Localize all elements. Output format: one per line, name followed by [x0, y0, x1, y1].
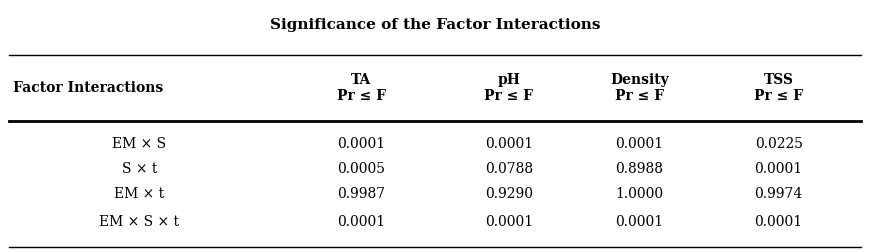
- Text: 0.0005: 0.0005: [336, 162, 385, 176]
- Text: 0.0001: 0.0001: [336, 137, 385, 151]
- Text: 0.9974: 0.9974: [753, 187, 802, 201]
- Text: 0.9290: 0.9290: [484, 187, 533, 201]
- Text: TSS
Pr ≤ F: TSS Pr ≤ F: [753, 73, 802, 103]
- Text: 0.9987: 0.9987: [336, 187, 385, 201]
- Text: 0.0001: 0.0001: [336, 215, 385, 229]
- Text: 0.0001: 0.0001: [753, 162, 802, 176]
- Text: 0.0001: 0.0001: [484, 137, 533, 151]
- Text: EM × S × t: EM × S × t: [99, 215, 179, 229]
- Text: Density
Pr ≤ F: Density Pr ≤ F: [609, 73, 668, 103]
- Text: 1.0000: 1.0000: [614, 187, 663, 201]
- Text: EM × S: EM × S: [112, 137, 166, 151]
- Text: 0.0001: 0.0001: [614, 215, 663, 229]
- Text: 0.8988: 0.8988: [614, 162, 663, 176]
- Text: TA
Pr ≤ F: TA Pr ≤ F: [336, 73, 385, 103]
- Text: 0.0001: 0.0001: [614, 137, 663, 151]
- Text: Significance of the Factor Interactions: Significance of the Factor Interactions: [269, 18, 600, 32]
- Text: 0.0225: 0.0225: [753, 137, 802, 151]
- Text: pH
Pr ≤ F: pH Pr ≤ F: [484, 73, 533, 103]
- Text: Factor Interactions: Factor Interactions: [13, 81, 163, 95]
- Text: 0.0001: 0.0001: [753, 215, 802, 229]
- Text: 0.0001: 0.0001: [484, 215, 533, 229]
- Text: 0.0788: 0.0788: [484, 162, 533, 176]
- Text: S × t: S × t: [122, 162, 156, 176]
- Text: EM × t: EM × t: [114, 187, 164, 201]
